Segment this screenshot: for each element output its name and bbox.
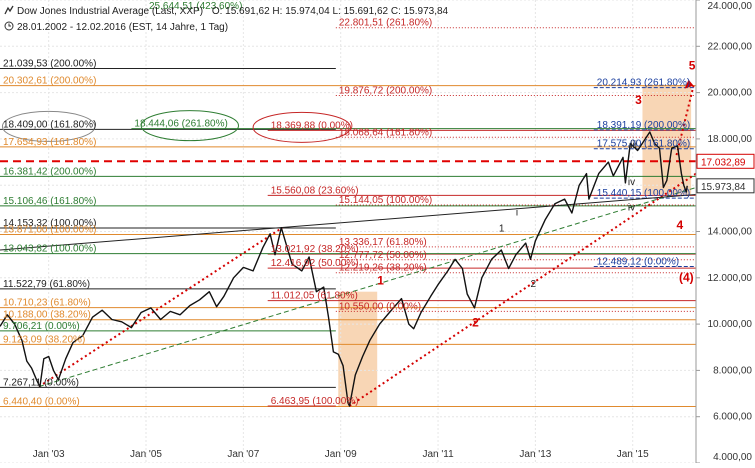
wave-label: i <box>516 207 518 218</box>
fib-level-label: 15.440,15 (100.00%) <box>597 188 690 199</box>
projection-arrowhead <box>684 79 694 89</box>
x-tick-label: Jan '05 <box>130 449 162 460</box>
instrument-header: Dow Jones Industrial Average (Last, XXP)… <box>4 5 448 17</box>
y-tick-label: 18.000,00 <box>708 134 753 145</box>
price-series-line <box>0 131 688 407</box>
fib-level-label: 20.302,61 (200.00%) <box>3 76 96 87</box>
wave-label: 2 <box>472 315 479 329</box>
wave-label: 3 <box>635 93 642 107</box>
instrument-name: Dow Jones Industrial Average (Last, XXP) <box>17 6 204 17</box>
fib-level-label: 10.710,23 (61.80%) <box>3 298 91 309</box>
trendline <box>38 187 697 388</box>
x-tick-label: Jan '11 <box>422 449 454 460</box>
fib-level-label: 7.267,11 (0.00%) <box>3 377 79 388</box>
x-tick-label: Jan '07 <box>227 449 259 460</box>
fib-level-label: 17.575,00 (161.80%) <box>597 139 690 150</box>
fib-level-label: 18.391,19 (200.00%) <box>597 120 690 131</box>
label-ellipse <box>140 110 239 142</box>
fib-level-label: 13.871,00 (100.00%) <box>3 224 96 235</box>
x-tick-label: Jan '15 <box>617 449 649 460</box>
fib-level-label: 18.409,00 (161.80%) <box>3 119 96 130</box>
fib-level-label: 9.123,09 (38.20%) <box>3 334 85 345</box>
y-tick-label: 4.000,00 <box>713 452 752 463</box>
fib-level-label: 11.012,05 (61.80%) <box>271 291 358 302</box>
wave-label: 5 <box>689 58 696 72</box>
fib-level-label: 12.219,26 (38.20%) <box>339 263 427 274</box>
y-tick-label: 6.000,00 <box>713 412 752 423</box>
fib-level-label: 13.043,82 (100.00%) <box>3 244 96 255</box>
trendline <box>0 193 697 251</box>
fib-level-label: 18.369,88 (0.00%) <box>271 120 353 131</box>
fib-level-label: 20.214,93 (261.80%) <box>597 78 690 89</box>
wave-label: iv <box>628 203 635 214</box>
price-tag-box <box>696 153 755 169</box>
price-tag-box <box>696 178 755 194</box>
date-range: 28.01.2002 - 12.02.2016 (EST, 14 Jahre, … <box>17 22 229 33</box>
fib-level-label: 15.106,46 (161.80%) <box>3 196 96 207</box>
fib-level-label: 12.416,92 (50.00%) <box>271 258 359 269</box>
fib-level-label: 25.644,51 (423.60%) <box>149 1 242 12</box>
fib-level-label: 11.522,79 (61.80%) <box>3 279 90 290</box>
fib-level-label: 13.021,92 (38.20%) <box>271 244 359 255</box>
label-ellipse <box>1 110 96 142</box>
label-ellipse <box>252 111 351 143</box>
fib-level-label: 15.144,05 (100.00%) <box>339 195 432 206</box>
y-axis-background <box>696 0 755 463</box>
fib-level-label: 6.463,95 (100.00%) <box>271 396 359 407</box>
shaded-zone <box>338 291 378 406</box>
y-tick-label: 12.000,00 <box>708 273 753 284</box>
fib-level-label: 18.068,64 (161.80%) <box>339 127 432 138</box>
x-tick-label: Jan '13 <box>519 449 551 460</box>
fib-level-label: 12.777,72 (50.00%) <box>339 250 427 261</box>
y-tick-label: 24.000,00 <box>708 1 753 12</box>
wave-label: iv <box>628 177 635 188</box>
fib-level-label: 22.801,51 (261.80%) <box>339 18 432 29</box>
fib-level-label: 6.440,40 (0.00%) <box>3 397 80 408</box>
wave-label: 1 <box>377 274 384 288</box>
wave-label: 1 <box>499 224 505 235</box>
clock-icon <box>4 21 14 31</box>
y-tick-label: 10.000,00 <box>708 319 753 330</box>
wave-label: iii <box>630 140 637 151</box>
ohlc-values: O: 15.691,62 H: 15.974,04 L: 15.691,62 C… <box>211 6 449 17</box>
y-tick-label: 8.000,00 <box>713 365 752 376</box>
fib-level-label: 12.489,12 (0.00%) <box>597 256 679 267</box>
fib-level-label: 17.654,93 (161.80%) <box>3 137 96 148</box>
fib-level-label: 10.550,00 (0.00%) <box>339 301 421 312</box>
fib-level-label: 21.039,53 (200.00%) <box>3 59 96 70</box>
fib-level-label: 14.153,32 (100.00%) <box>3 218 96 229</box>
y-tick-label: 20.000,00 <box>708 88 753 99</box>
fib-level-label: 10.188,00 (38.20%) <box>3 310 91 321</box>
instrument-icon <box>4 5 14 15</box>
fib-level-label: 18.444,06 (261.80%) <box>134 119 227 130</box>
y-tick-label: 22.000,00 <box>708 41 753 52</box>
wave-label: 2 <box>531 279 537 290</box>
price-tag-label: 15.973,84 <box>701 182 746 193</box>
trendline <box>38 226 283 388</box>
fib-level-label: 16.381,42 (200.00%) <box>3 166 96 177</box>
fib-level-label: 9.706,21 (0.00%) <box>3 321 80 332</box>
fib-level-label: 19.876,72 (200.00%) <box>339 85 432 96</box>
x-tick-label: Jan '09 <box>325 449 357 460</box>
fib-level-label: 13.336,17 (61.80%) <box>339 237 427 248</box>
y-tick-label: 14.000,00 <box>708 227 753 238</box>
price-tag-label: 17.032,89 <box>701 157 746 168</box>
wave-label: (4) <box>679 270 694 284</box>
trendline <box>675 85 695 156</box>
x-tick-label: Jan '03 <box>33 449 65 460</box>
range-header: 28.01.2002 - 12.02.2016 (EST, 14 Jahre, … <box>4 21 228 33</box>
wave-label: 4 <box>677 218 684 232</box>
fib-level-label: 15.560,08 (23.60%) <box>271 185 359 196</box>
